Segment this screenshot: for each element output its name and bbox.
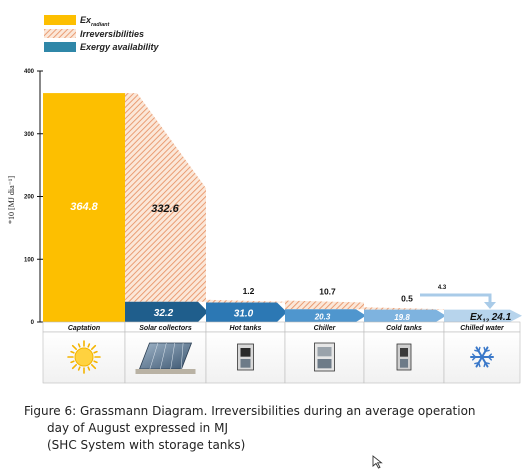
- y-axis: 0 100 200 300 400: [24, 69, 43, 326]
- label-irr-hot-tanks: 1.2: [243, 286, 255, 296]
- legend-swatch-radiant: [44, 15, 76, 25]
- label-exergy-cold-tanks: 19.8: [394, 313, 410, 322]
- solar-panel-icon: [135, 342, 196, 374]
- stage-label-solar-collectors: Solar collectors: [139, 325, 192, 332]
- irreversibility-cold-tanks: [364, 307, 444, 310]
- legend-label-exergy: Exergy availability: [80, 42, 160, 52]
- irreversibility-solar-collectors: [125, 93, 206, 302]
- exergy-flow-hot-tanks: [206, 302, 287, 322]
- exergy-flow-chiller: [285, 309, 366, 322]
- chiller-icon: [314, 342, 335, 372]
- figure-caption: Figure 6: Grassmann Diagram. Irreversibi…: [24, 403, 529, 454]
- caption-line-2: day of August expressed in MJ: [47, 421, 228, 435]
- y-tick-label-400: 400: [24, 69, 35, 75]
- irreversibility-hot-tanks: [206, 299, 285, 303]
- label-exergy-hot-tanks: 31.0: [234, 308, 254, 319]
- exergy-flow-cold-tanks: [364, 309, 446, 322]
- label-exergy-solar-collectors: 32.2: [154, 308, 174, 319]
- legend-label-irreversibilities: Irreversibilities: [80, 29, 144, 39]
- label-exergy-chiller: 20.3: [314, 313, 331, 322]
- bypass-arrow-line: [420, 293, 492, 304]
- y-tick-label-100: 100: [24, 257, 35, 263]
- snowflake-icon: [470, 346, 494, 368]
- stage-label-hot-tanks: Hot tanks: [230, 325, 262, 332]
- exergy-flow-chilled-water: [444, 309, 522, 322]
- exergy-flow-solar-collectors: [125, 301, 208, 322]
- chart-bars: 364.8332.61.210.70.532.231.020.319.8Ex12…: [43, 93, 522, 325]
- label-irr-solar-collectors: 332.6: [151, 203, 179, 215]
- sun-icon: [67, 340, 101, 374]
- bypass-arrow-head: [484, 302, 496, 309]
- stage-label-cold-tanks: Cold tanks: [386, 325, 422, 332]
- bar-radiant: [43, 93, 125, 322]
- label-irr-cold-tanks: 0.5: [401, 293, 413, 303]
- legend-swatch-irreversibilities: [44, 29, 76, 38]
- stage-strip: Captation Solar collectors Hot tanks Chille…: [42, 321, 521, 384]
- stage-label-chiller: Chiller: [314, 325, 337, 332]
- legend: Exradiant Irreversibilities Exergy avail…: [44, 15, 160, 52]
- y-tick-label-300: 300: [24, 132, 35, 138]
- stage-label-chilled-water: Chilled water: [460, 325, 505, 332]
- y-tick-label-200: 200: [24, 195, 35, 201]
- y-axis-label: *10 [MJ dia⁻¹]: [7, 176, 16, 224]
- cold-tank-icon: [396, 343, 412, 371]
- hot-tank-icon: [237, 343, 254, 371]
- label-bypass: 4.3: [438, 285, 447, 291]
- caption-line-1: Figure 6: Grassmann Diagram. Irreversibi…: [24, 404, 476, 418]
- label-radiant: 364.8: [70, 201, 98, 213]
- grassmann-diagram: Exradiant Irreversibilities Exergy avail…: [7, 15, 522, 384]
- stage-label-captation: Captation: [68, 325, 100, 332]
- legend-label-radiant: Exradiant: [80, 15, 111, 28]
- label-irr-chiller: 10.7: [319, 287, 336, 297]
- irreversibility-chiller: [285, 300, 364, 310]
- legend-swatch-exergy: [44, 42, 76, 52]
- y-tick-label-0: 0: [31, 320, 35, 326]
- caption-line-3: (SHC System with storage tanks): [47, 438, 246, 452]
- mouse-cursor-icon: [372, 455, 383, 469]
